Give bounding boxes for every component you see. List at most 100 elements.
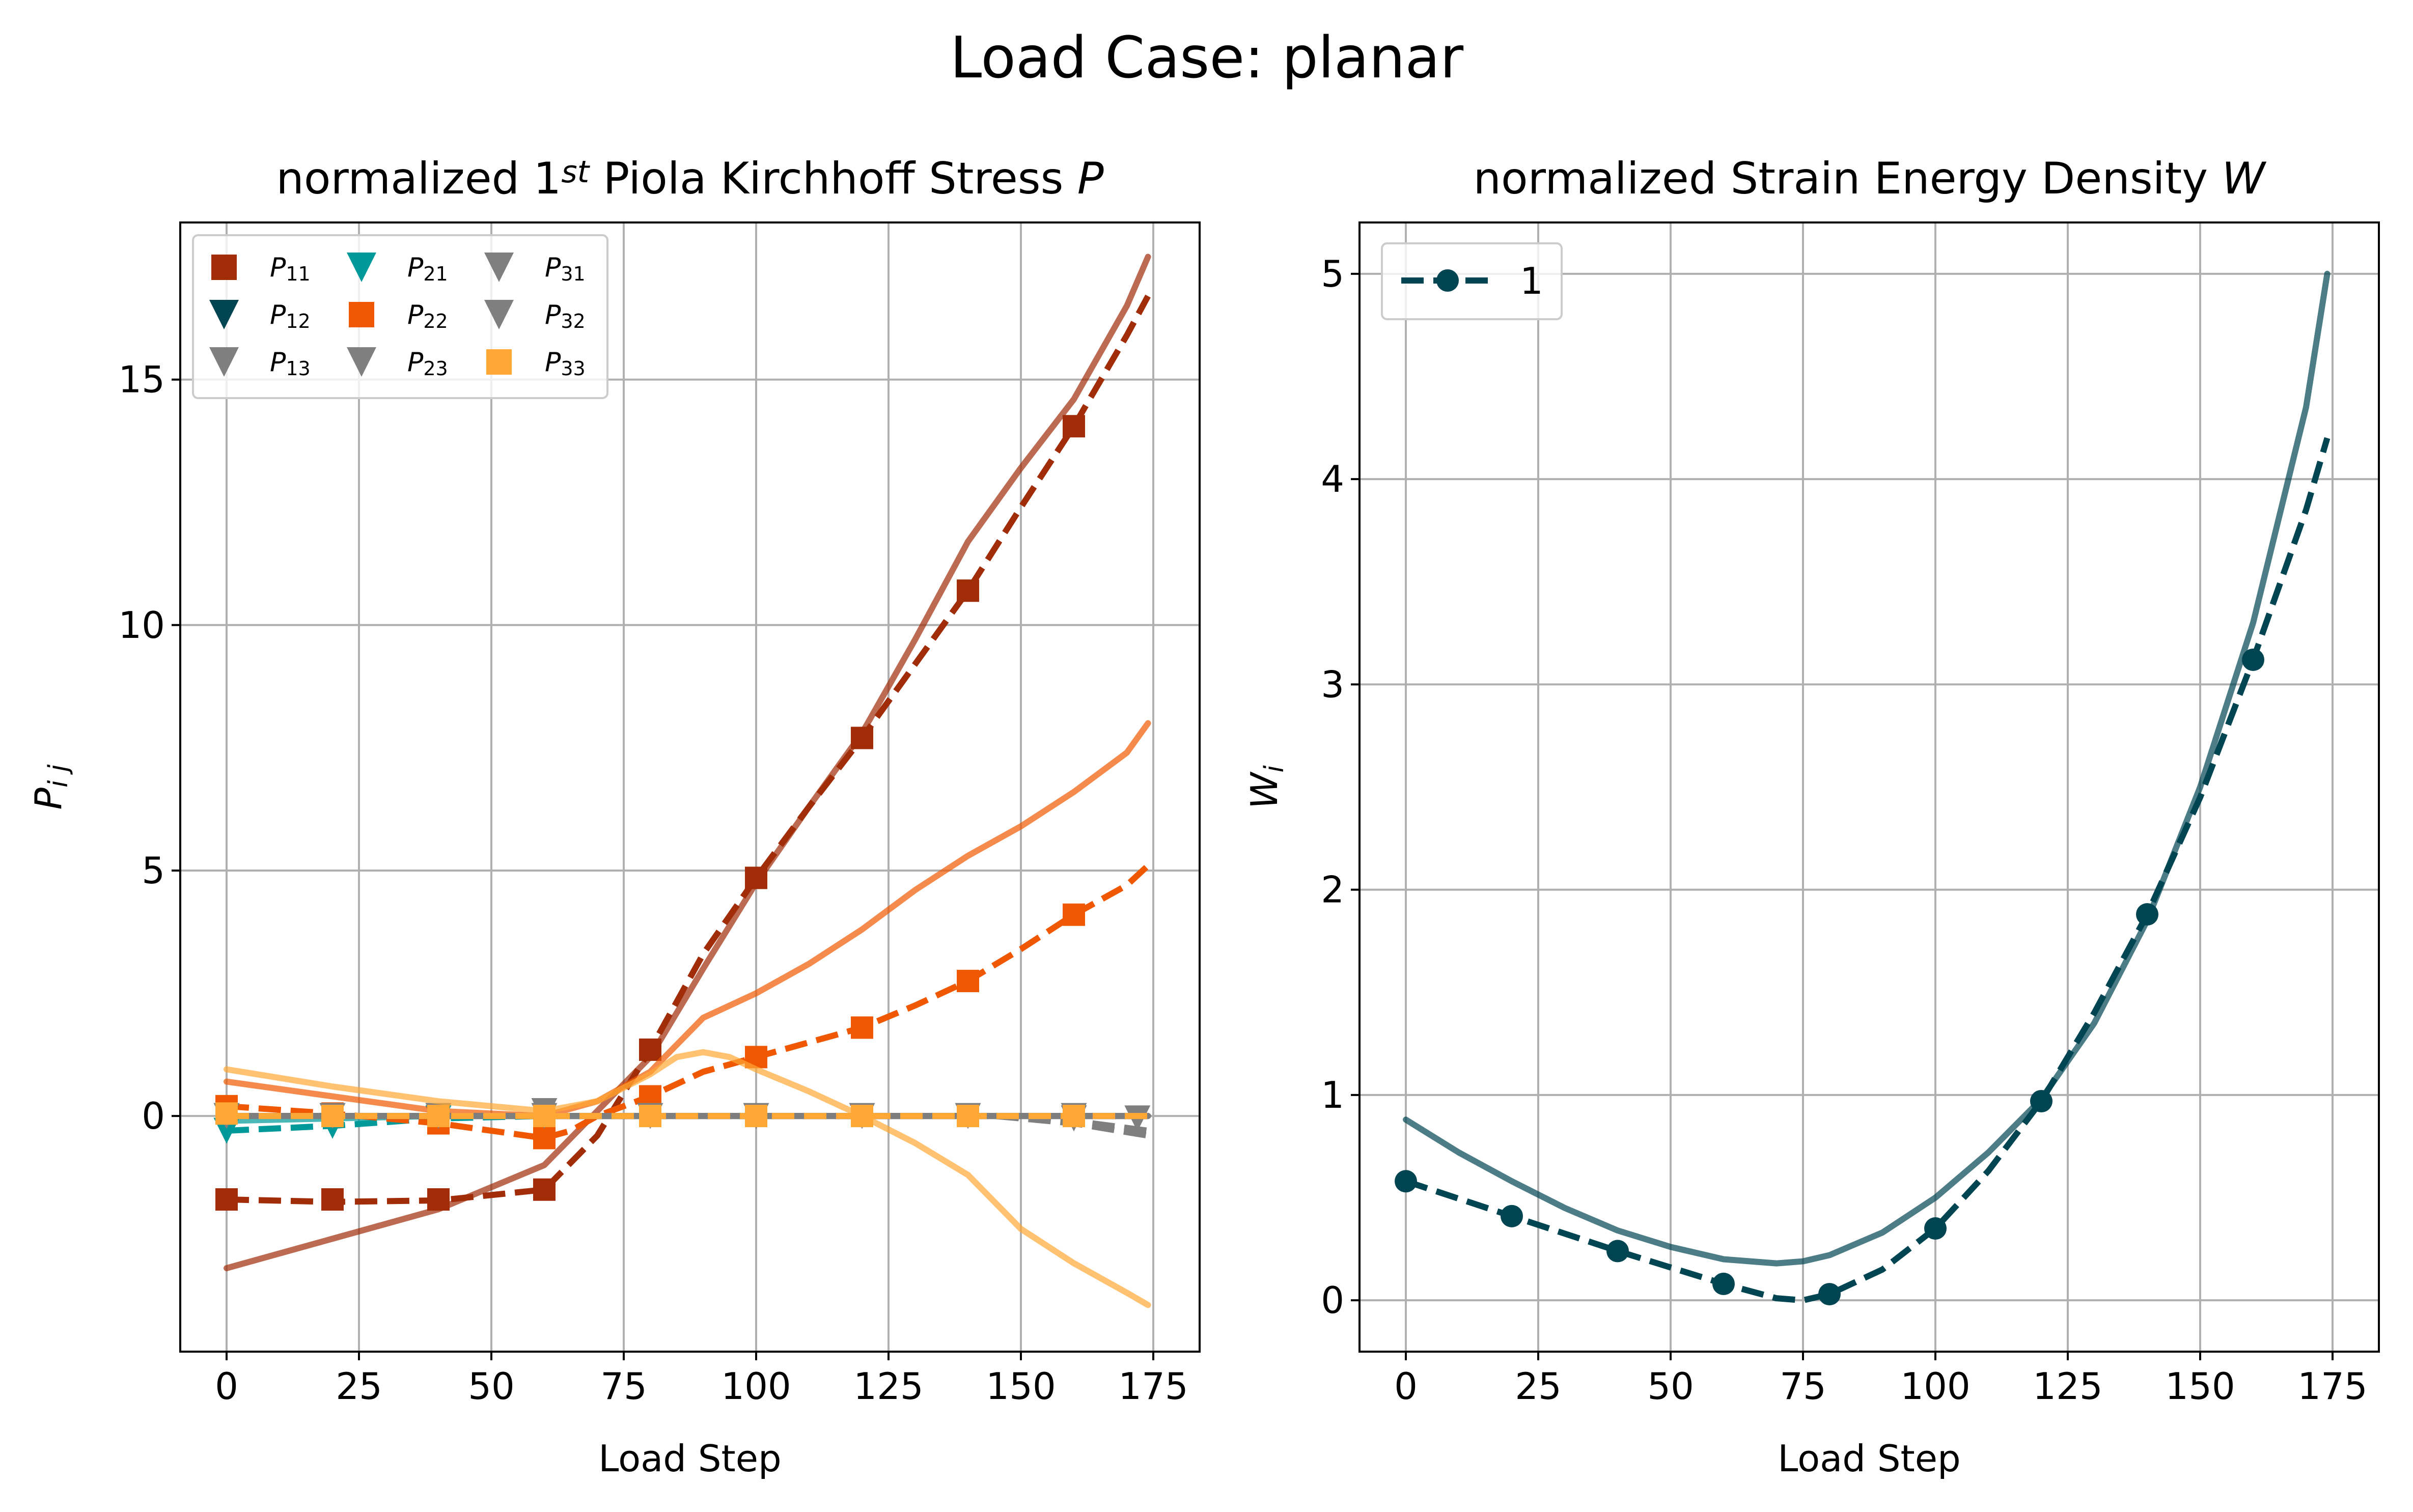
legend-marker-P22 xyxy=(349,302,374,327)
marker-1 xyxy=(1712,1272,1735,1295)
marker-P11 xyxy=(745,866,767,889)
marker-1 xyxy=(2242,648,2264,671)
legend-label-P33: P33 xyxy=(545,347,586,380)
x-tick-label: 125 xyxy=(853,1365,923,1408)
legend-label-1: 1 xyxy=(1520,260,1543,302)
x-tick-label: 175 xyxy=(2297,1365,2367,1408)
chart-title: normalized 1st Piola Kirchhoff Stress P xyxy=(276,153,1103,204)
legend-label-P12: P12 xyxy=(270,300,311,332)
axes-frame xyxy=(179,221,1201,1353)
legend: 1 xyxy=(1381,242,1563,320)
x-tick-label: 150 xyxy=(986,1365,1056,1408)
legend-label-P21: P21 xyxy=(407,253,448,285)
marker-P33 xyxy=(851,1105,873,1128)
marker-P11 xyxy=(321,1188,344,1211)
marker-P11 xyxy=(215,1188,238,1211)
marker-P11 xyxy=(427,1188,450,1211)
x-tick-label: 100 xyxy=(721,1365,791,1408)
marker-1 xyxy=(1395,1170,1417,1193)
series-1 xyxy=(1395,270,2331,1306)
legend-marker-1 xyxy=(1436,269,1459,292)
y-tick-label: 5 xyxy=(142,849,165,892)
x-tick-label: 50 xyxy=(468,1365,515,1408)
legend-marker-P32 xyxy=(484,300,514,329)
plot-area xyxy=(213,254,1151,1308)
legend-label-P11: P11 xyxy=(270,253,311,285)
legend-marker-P23 xyxy=(347,347,376,377)
x-tick-label: 125 xyxy=(2033,1365,2102,1408)
marker-P11 xyxy=(533,1178,556,1201)
x-tick-label: 0 xyxy=(1394,1365,1418,1408)
marker-1 xyxy=(1818,1283,1841,1306)
legend-label-P22: P22 xyxy=(407,300,448,332)
axes-frame xyxy=(1358,221,2380,1353)
x-tick-label: 25 xyxy=(1515,1365,1562,1408)
marker-P33 xyxy=(1063,1105,1085,1128)
y-tick-label: 10 xyxy=(118,604,165,647)
y-tick-label: 1 xyxy=(1321,1074,1344,1116)
solid-line-1 xyxy=(1403,270,2331,1267)
x-axis-label: Load Step xyxy=(598,1437,782,1480)
x-tick-label: 25 xyxy=(336,1365,382,1408)
marker-P33 xyxy=(533,1105,556,1128)
y-axis-label: Pi j xyxy=(27,764,74,809)
series-P33 xyxy=(215,1049,1151,1308)
marker-P33 xyxy=(745,1105,767,1128)
stress-chart: 0 25 50 75 100 125 150 175 0 5 10 15 normalized 1st … xyxy=(27,153,1201,1480)
legend: P11 P12 P13 P21 P22 P23 P31 P32 P33 xyxy=(192,234,608,399)
x-axis-label: Load Step xyxy=(1778,1437,1961,1480)
dashed-line-1 xyxy=(1405,437,2331,1304)
legend-label-P13: P13 xyxy=(270,347,311,380)
marker-P33 xyxy=(215,1102,238,1125)
chart-title: normalized Strain Energy Density W xyxy=(1473,153,2266,204)
marker-1 xyxy=(2030,1090,2053,1113)
plot-area xyxy=(1395,270,2331,1306)
y-tick-label: 0 xyxy=(142,1095,165,1137)
y-tick-label: 5 xyxy=(1321,253,1344,295)
x-tick-label: 175 xyxy=(1118,1365,1188,1408)
figure-title: Load Case: planar xyxy=(950,25,1464,91)
marker-P22 xyxy=(957,969,979,992)
series-P11 xyxy=(215,254,1151,1272)
x-tick-label: 75 xyxy=(600,1365,647,1408)
marker-P11 xyxy=(639,1038,661,1061)
x-tick-label: 150 xyxy=(2165,1365,2235,1408)
y-tick-label: 4 xyxy=(1321,458,1344,500)
marker-1 xyxy=(1924,1217,1947,1240)
marker-1 xyxy=(1501,1205,1523,1227)
x-tick-label: 0 xyxy=(215,1365,238,1408)
marker-P33 xyxy=(321,1105,344,1128)
marker-P33 xyxy=(639,1105,661,1128)
x-tick-label: 75 xyxy=(1780,1365,1826,1408)
marker-1 xyxy=(2136,903,2158,926)
x-tick-label: 50 xyxy=(1647,1365,1694,1408)
legend-label-P23: P23 xyxy=(407,347,448,380)
solid-line-P33 xyxy=(224,1049,1151,1308)
marker-P22 xyxy=(1063,903,1085,926)
marker-1 xyxy=(1606,1240,1629,1263)
y-axis-label: Wi xyxy=(1243,765,1290,809)
legend-marker-P31 xyxy=(484,253,514,282)
x-tick-label: 100 xyxy=(1900,1365,1970,1408)
y-tick-label: 15 xyxy=(118,358,165,401)
marker-P22 xyxy=(851,1016,873,1039)
legend-label-P31: P31 xyxy=(545,253,586,285)
legend-marker-P21 xyxy=(347,253,376,282)
y-tick-label: 2 xyxy=(1321,869,1344,911)
marker-P22 xyxy=(533,1127,556,1150)
marker-P33 xyxy=(427,1105,450,1128)
dashed-line-P11 xyxy=(226,294,1151,1205)
y-tick-label: 0 xyxy=(1321,1279,1344,1322)
y-tick-label: 3 xyxy=(1321,663,1344,706)
marker-P11 xyxy=(851,726,873,749)
legend-marker-P13 xyxy=(209,347,239,377)
marker-P11 xyxy=(957,579,979,602)
marker-P11 xyxy=(1063,415,1085,438)
energy-chart: 0 25 50 75 100 125 150 175 0 1 2 3 4 5 normalized Stra… xyxy=(1243,153,2380,1480)
legend-marker-P11 xyxy=(211,255,237,280)
legend-label-P32: P32 xyxy=(545,300,586,332)
legend-marker-P12 xyxy=(209,300,239,329)
marker-P33 xyxy=(957,1105,979,1128)
legend-marker-P33 xyxy=(486,349,512,375)
